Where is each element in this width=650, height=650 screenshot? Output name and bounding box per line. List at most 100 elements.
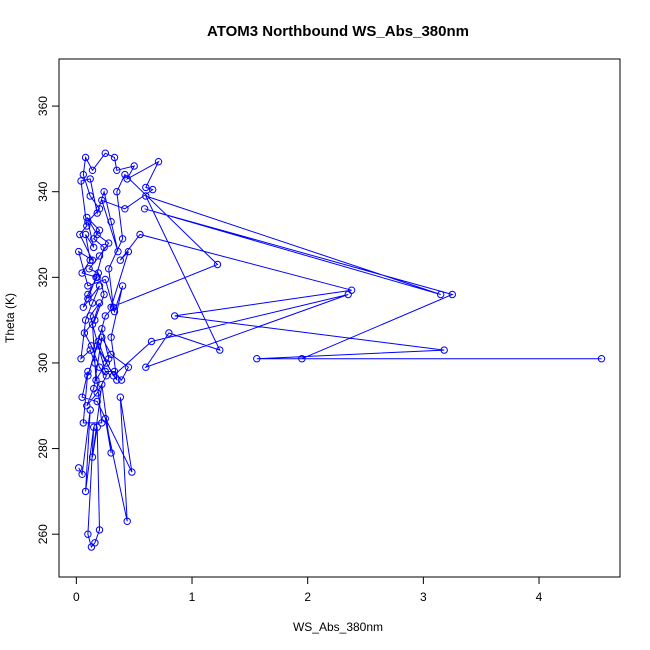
data-point [113, 188, 121, 196]
data-point [440, 346, 448, 354]
data-point [95, 526, 104, 534]
data-point [77, 355, 85, 363]
data-point [448, 290, 456, 299]
data-point [154, 158, 163, 166]
data-point [136, 230, 144, 239]
data-point [86, 192, 94, 200]
x-axis: 0 1 2 3 4 [73, 576, 543, 604]
data-point [113, 166, 121, 175]
y-tick-label: 320 [36, 267, 50, 287]
data-point [93, 423, 101, 431]
y-tick-label: 360 [36, 96, 50, 116]
data-point [84, 372, 92, 380]
data-point [109, 372, 118, 380]
data-point [84, 290, 92, 299]
data-point [84, 282, 92, 290]
data-point [84, 530, 92, 538]
data-point [86, 175, 94, 183]
data-point [85, 265, 93, 273]
data-point [84, 295, 92, 303]
data-point [75, 464, 83, 472]
data-point [88, 453, 97, 461]
data-point [107, 303, 115, 311]
data-point [165, 329, 173, 337]
data-point [109, 303, 118, 311]
data-point [81, 230, 90, 239]
data-point [298, 355, 306, 363]
data-point [84, 367, 92, 376]
data-point [171, 312, 179, 320]
data-point [83, 222, 91, 230]
data-point [107, 218, 115, 226]
data-point [123, 175, 131, 183]
x-tick-label: 4 [536, 590, 543, 604]
data-point [100, 243, 108, 252]
data-point [93, 342, 101, 350]
y-tick-label: 280 [36, 438, 50, 458]
data-point [86, 346, 94, 354]
series-layer [75, 149, 606, 551]
x-tick-label: 3 [420, 590, 427, 604]
series-line [77, 152, 602, 549]
data-point [213, 260, 222, 269]
data-point [81, 153, 90, 162]
data-point [102, 359, 111, 367]
data-point [90, 235, 98, 243]
data-point [95, 282, 104, 290]
data-point [88, 320, 97, 329]
x-tick-label: 2 [304, 590, 311, 604]
data-point [80, 329, 89, 337]
data-point [121, 170, 129, 179]
data-point [90, 423, 98, 431]
data-point [107, 333, 115, 341]
data-point [77, 177, 85, 185]
data-point [88, 299, 97, 307]
data-point [92, 273, 100, 281]
data-point [93, 389, 101, 397]
data-point [76, 230, 84, 239]
data-point [88, 166, 97, 175]
data-point [79, 170, 88, 179]
data-point [91, 316, 99, 324]
chart-title: ATOM3 Northbound WS_Abs_380nm [207, 23, 469, 40]
data-point [83, 213, 91, 222]
data-point [94, 269, 103, 277]
data-point [79, 419, 88, 427]
data-point [105, 355, 113, 363]
data-point [79, 303, 88, 311]
data-point [101, 275, 110, 284]
data-point [88, 256, 97, 264]
data-point [147, 337, 156, 346]
data-point [123, 517, 131, 525]
data-point [101, 312, 110, 320]
data-point [253, 355, 261, 363]
data-point [105, 265, 113, 273]
data-point [90, 243, 98, 252]
data-point [95, 299, 104, 307]
data-point [116, 256, 125, 264]
data-point [92, 376, 100, 384]
data-point [95, 226, 104, 234]
data-point [93, 397, 101, 406]
data-point [142, 183, 150, 192]
data-point [78, 393, 86, 401]
data-point [98, 380, 106, 389]
data-point [124, 363, 133, 371]
data-point [98, 333, 106, 341]
data-point [93, 209, 101, 217]
data-point [95, 363, 104, 371]
data-point [128, 468, 136, 476]
data-point [110, 153, 119, 162]
data-point [100, 188, 108, 196]
x-tick-label: 0 [73, 590, 80, 604]
data-point [140, 205, 149, 213]
data-point [130, 162, 138, 170]
x-axis-label: WS_Abs_380nm [293, 620, 383, 634]
data-point [81, 487, 90, 496]
data-point [107, 449, 115, 457]
data-point [84, 218, 92, 226]
data-point [124, 247, 133, 256]
data-point [86, 312, 94, 320]
